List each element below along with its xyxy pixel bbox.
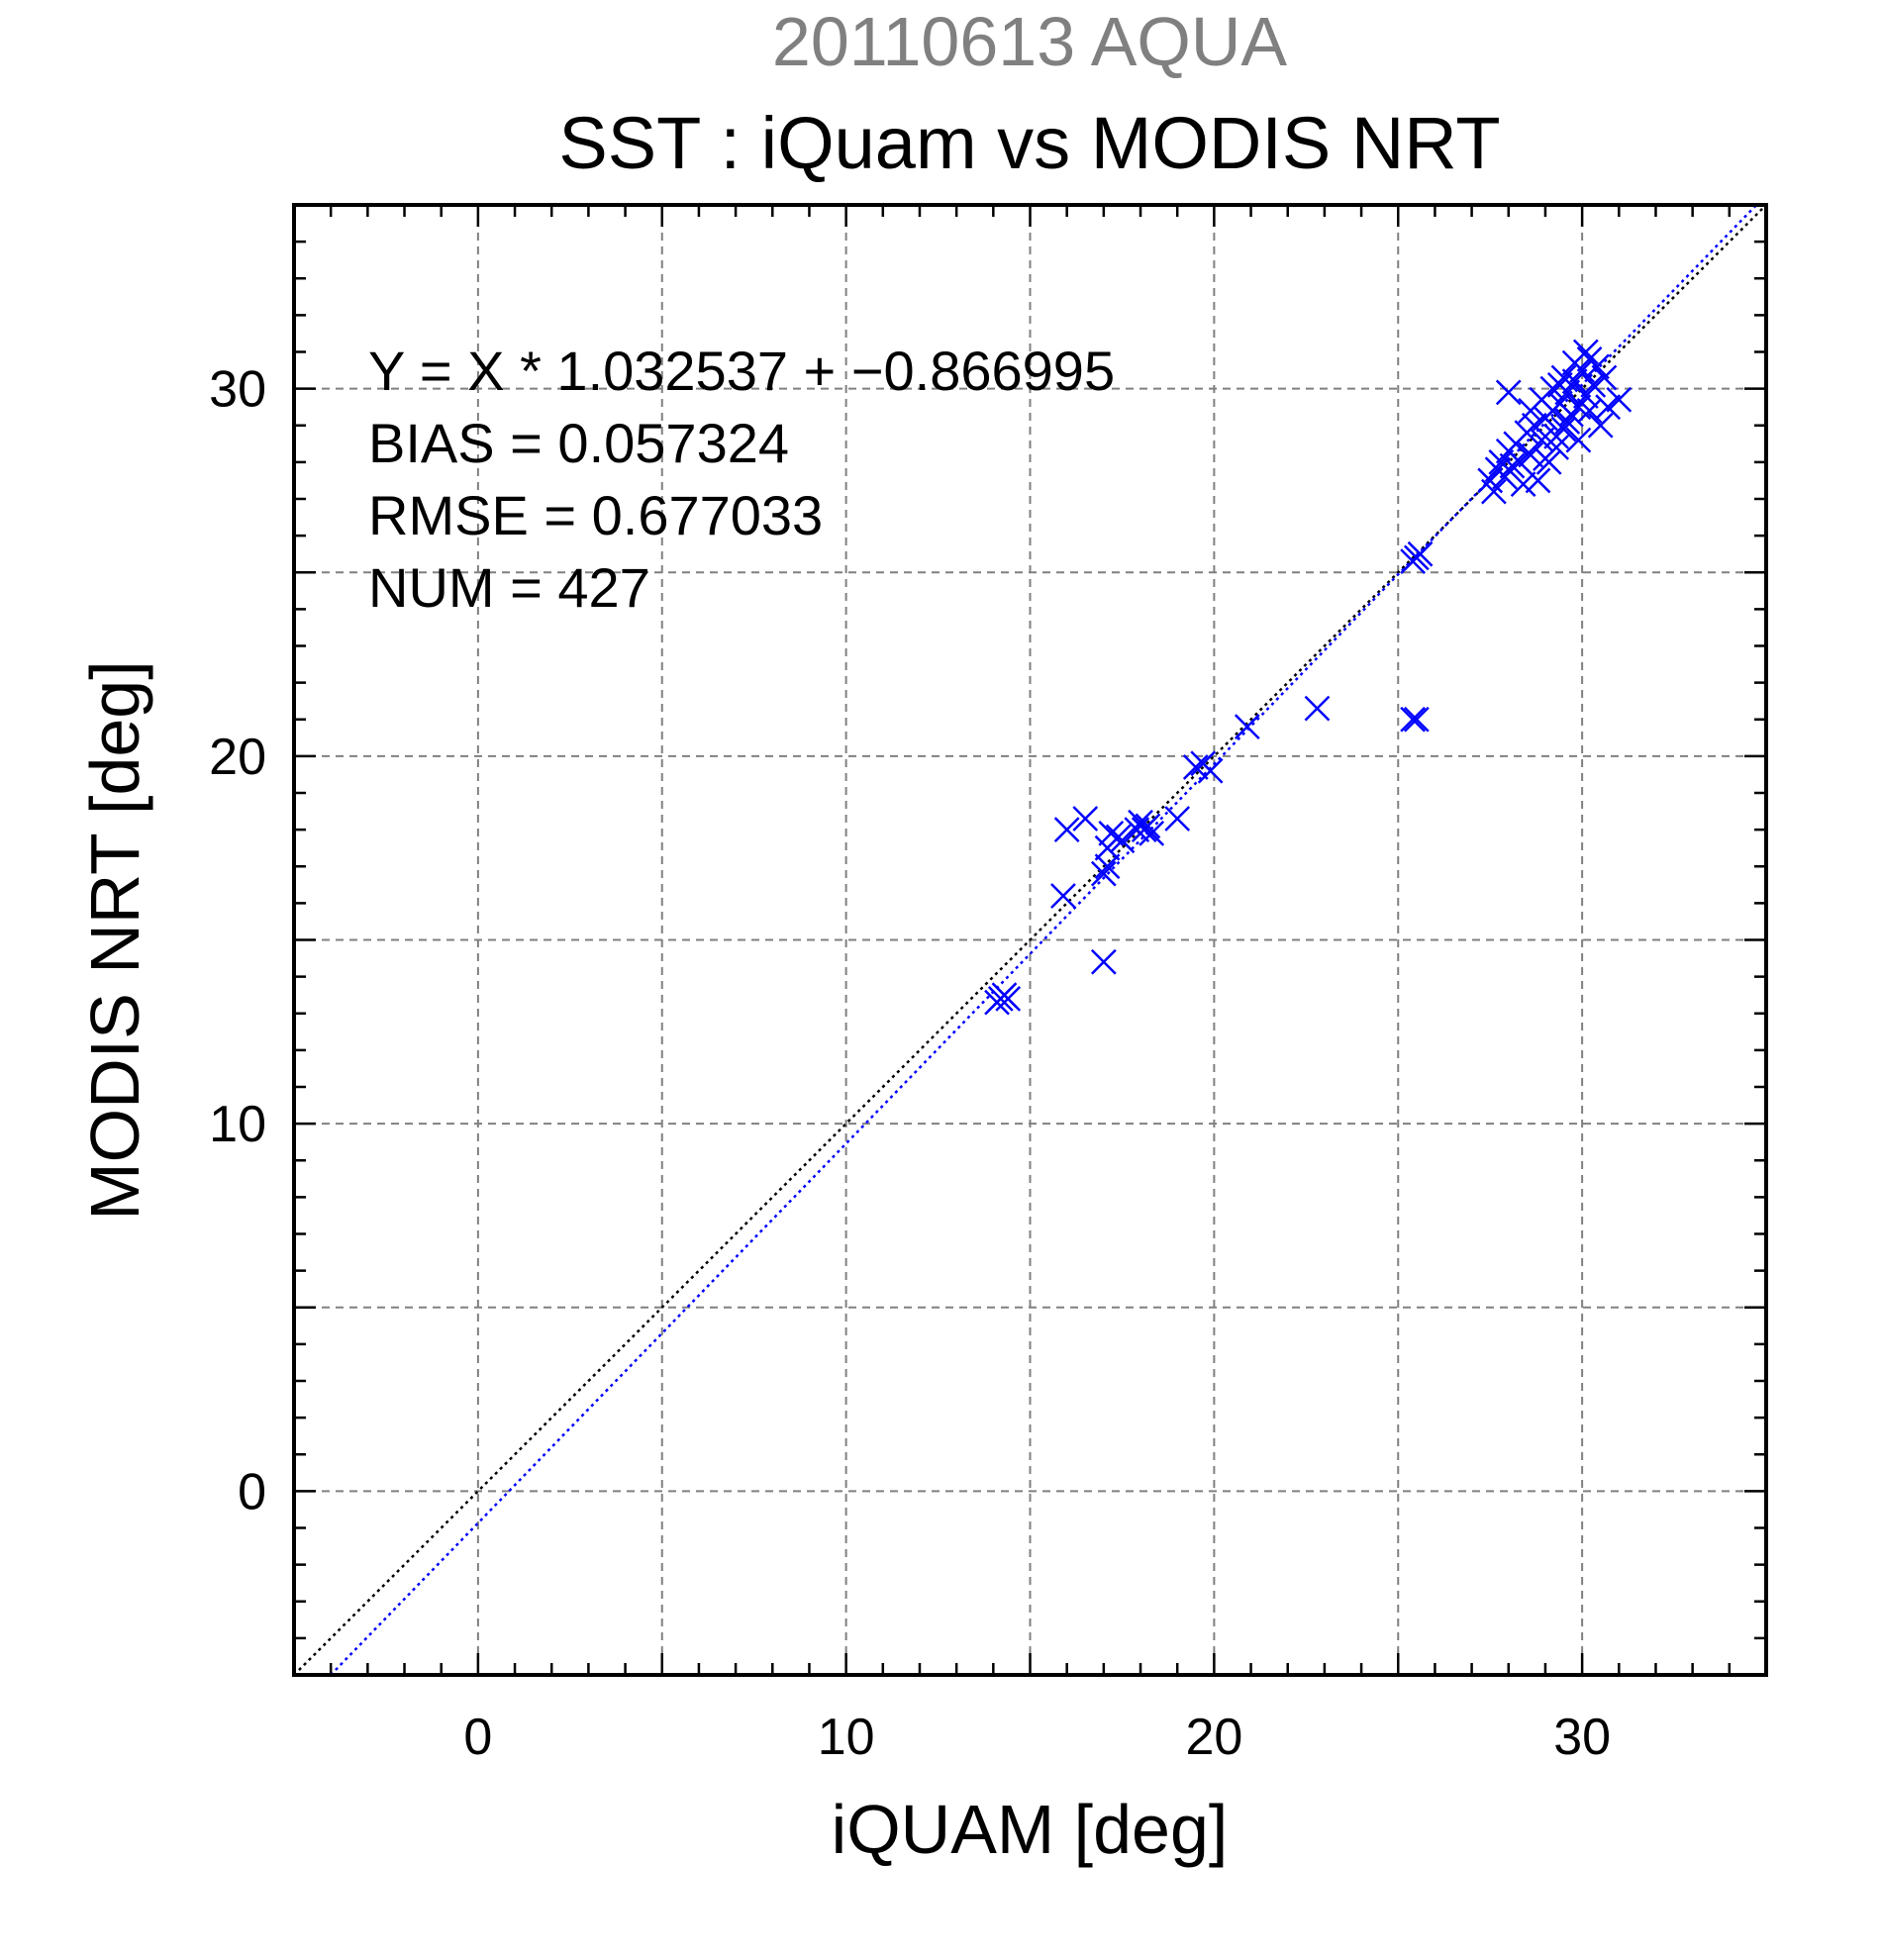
data-point — [1550, 364, 1577, 391]
data-point — [1403, 706, 1430, 733]
data-points — [984, 339, 1633, 1016]
data-point — [1400, 548, 1427, 574]
data-point — [1050, 883, 1076, 909]
data-point — [1090, 948, 1117, 975]
stat-rmse: RMSE = 0.677033 — [368, 484, 823, 546]
data-point — [1499, 452, 1526, 479]
tick-labels: 0 10 20 30 0 10 20 30 — [209, 361, 1611, 1766]
data-point — [1533, 445, 1558, 472]
data-point — [1090, 860, 1117, 887]
data-point — [1525, 467, 1551, 494]
data-point — [1595, 394, 1622, 421]
data-point — [984, 989, 1010, 1016]
data-point — [1543, 424, 1569, 449]
data-point — [1135, 813, 1161, 839]
data-point — [1197, 757, 1224, 784]
data-point — [1400, 706, 1427, 733]
data-point — [1234, 714, 1260, 740]
data-point — [1606, 386, 1633, 413]
data-point — [1576, 398, 1603, 424]
data-point — [1182, 754, 1209, 780]
data-point — [1521, 412, 1547, 439]
stats-box: Y = X * 1.032537 + −0.866995 BIAS = 0.05… — [368, 340, 1115, 619]
data-point — [1565, 427, 1592, 453]
data-point — [1554, 409, 1581, 435]
stat-regression: Y = X * 1.032537 + −0.866995 — [368, 340, 1115, 402]
chart-title: 20110613 AQUA — [772, 3, 1288, 80]
x-tick-label: 0 — [463, 1709, 492, 1766]
data-point — [1546, 372, 1573, 398]
chart-subtitle: SST : iQuam vs MODIS NRT — [558, 102, 1500, 184]
data-point — [1572, 339, 1599, 365]
y-tick-label: 10 — [209, 1096, 266, 1153]
data-point — [1304, 695, 1331, 722]
stat-bias: BIAS = 0.057324 — [368, 412, 789, 474]
y-tick-label: 20 — [209, 729, 266, 786]
data-point — [1495, 379, 1522, 406]
y-tick-label: 0 — [238, 1463, 266, 1520]
data-point — [1094, 853, 1121, 880]
data-point — [1591, 364, 1618, 391]
data-point — [1481, 478, 1507, 505]
regression-line — [330, 204, 1758, 1676]
data-point — [1587, 412, 1614, 439]
data-point — [1053, 817, 1080, 843]
data-point — [1584, 353, 1610, 380]
data-point — [1518, 441, 1543, 468]
data-point — [1510, 471, 1536, 498]
x-tick-label: 30 — [1553, 1709, 1611, 1766]
x-axis-label: iQUAM [deg] — [832, 1791, 1229, 1868]
y-axis-label: MODIS NRT [deg] — [76, 660, 153, 1220]
x-tick-label: 20 — [1185, 1709, 1242, 1766]
data-point — [1164, 806, 1191, 832]
data-point — [1072, 806, 1099, 832]
y-tick-label: 30 — [209, 361, 266, 419]
stat-num: NUM = 427 — [368, 556, 650, 619]
data-point — [1138, 820, 1165, 846]
x-tick-label: 10 — [818, 1709, 875, 1766]
plot-frame — [292, 203, 1768, 1677]
data-point — [1098, 820, 1125, 846]
